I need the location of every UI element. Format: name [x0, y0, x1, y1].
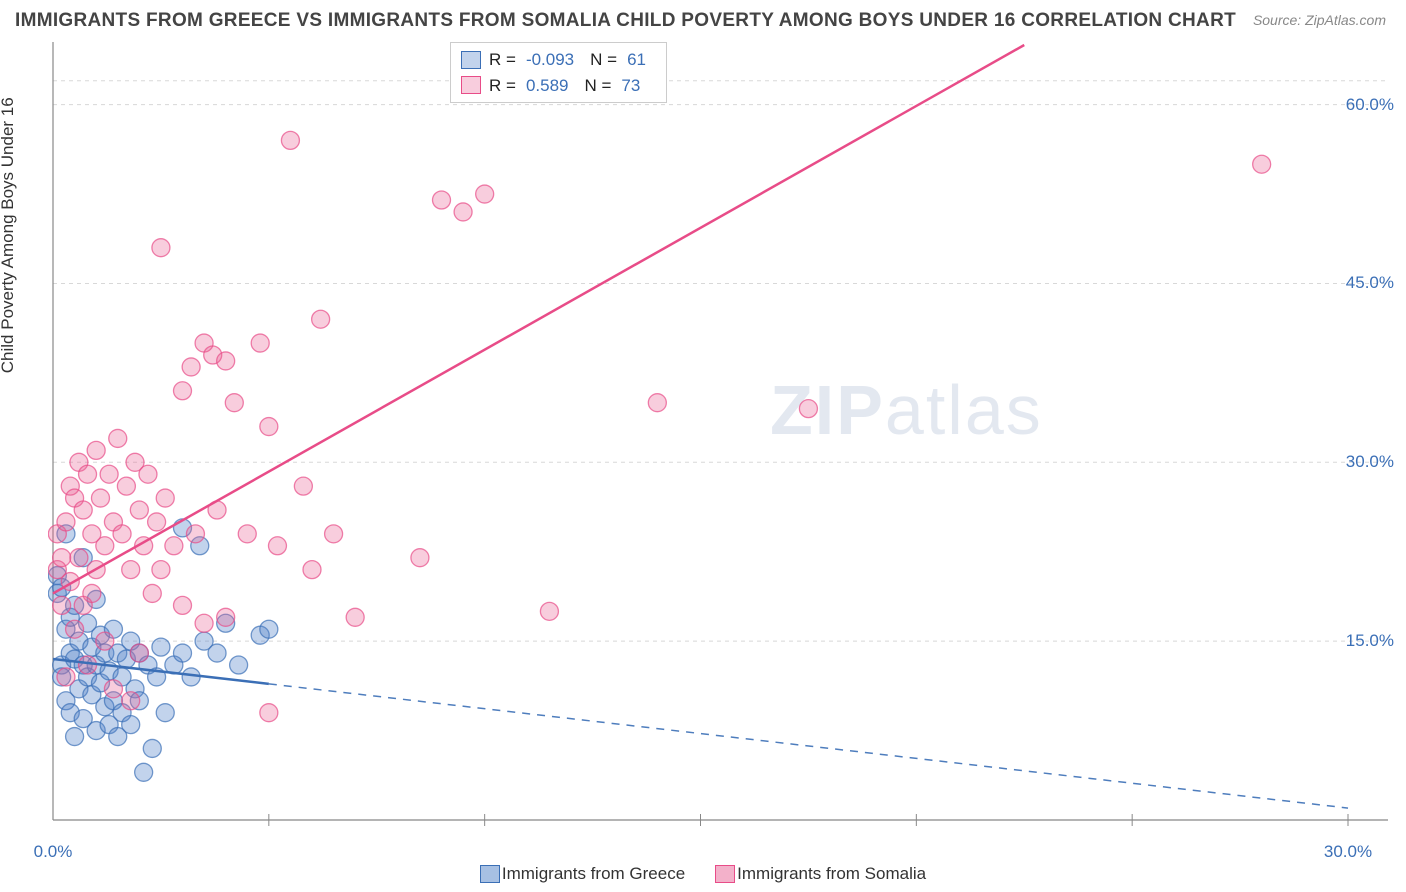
legend-swatch	[480, 865, 500, 883]
legend-stat-row: R =0.589N =73	[461, 73, 656, 99]
r-label: R =	[489, 47, 516, 73]
r-value: 0.589	[522, 73, 579, 99]
legend-label: Immigrants from Somalia	[737, 864, 926, 884]
correlation-legend: R =-0.093N =61R =0.589N =73	[450, 42, 667, 103]
n-label: N =	[584, 73, 611, 99]
legend-item: Immigrants from Somalia	[715, 864, 926, 884]
chart-title: IMMIGRANTS FROM GREECE VS IMMIGRANTS FRO…	[15, 10, 1236, 32]
x-tick-label: 30.0%	[1324, 842, 1372, 862]
legend-stat-row: R =-0.093N =61	[461, 47, 656, 73]
n-value: 61	[623, 47, 656, 73]
n-value: 73	[617, 73, 650, 99]
chart-canvas	[48, 40, 1388, 830]
r-value: -0.093	[522, 47, 584, 73]
y-tick-label: 30.0%	[1346, 452, 1394, 472]
y-axis-label: Child Poverty Among Boys Under 16	[0, 97, 18, 373]
y-tick-label: 60.0%	[1346, 95, 1394, 115]
x-tick-label: 0.0%	[34, 842, 73, 862]
legend-swatch	[715, 865, 735, 883]
n-label: N =	[590, 47, 617, 73]
r-label: R =	[489, 73, 516, 99]
series-legend: Immigrants from Greece Immigrants from So…	[0, 864, 1406, 888]
legend-item: Immigrants from Greece	[480, 864, 685, 884]
legend-swatch	[461, 51, 481, 69]
y-tick-label: 15.0%	[1346, 631, 1394, 651]
y-tick-label: 45.0%	[1346, 273, 1394, 293]
scatter-plot	[48, 40, 1388, 830]
legend-label: Immigrants from Greece	[502, 864, 685, 884]
legend-swatch	[461, 76, 481, 94]
source-attribution: Source: ZipAtlas.com	[1253, 12, 1386, 28]
